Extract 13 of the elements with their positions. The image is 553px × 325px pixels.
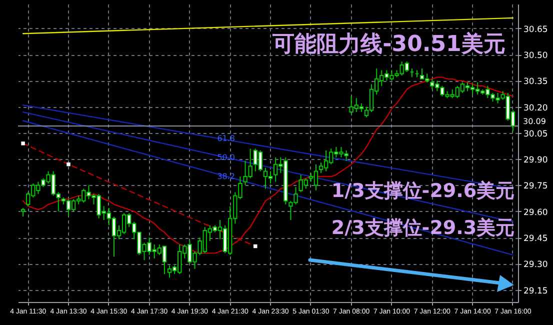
y-tick-label: 30.50 [524, 51, 548, 62]
annotation: 可能阻力线-30.51美元 [272, 31, 506, 57]
y-tick-label: 29.90 [524, 156, 548, 166]
y-tick-label: 29.30 [524, 260, 548, 270]
y-tick-label: 30.65 [524, 24, 548, 35]
y-tick-label: 30.35 [524, 77, 548, 88]
y-tick-label: 29.75 [524, 182, 548, 192]
y-tick-label: 29.60 [524, 208, 548, 218]
y-tick-label: 29.45 [524, 234, 548, 244]
y-tick-label: 29.15 [524, 286, 548, 296]
ref-line-label: 30.09 [523, 116, 546, 126]
y-tick-label: 30.20 [524, 103, 548, 114]
y-tick-label: 30.05 [524, 129, 548, 140]
